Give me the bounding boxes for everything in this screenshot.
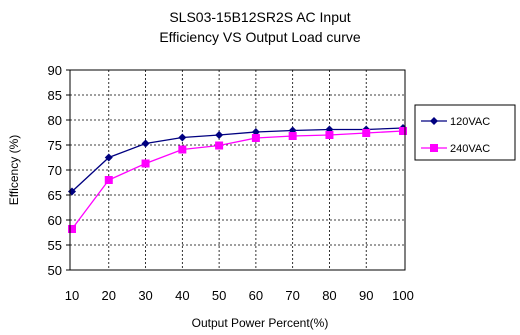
legend-item-240vac: 240VAC <box>421 143 490 155</box>
chart-title-line-2: Efficiency VS Output Load curve <box>159 29 361 45</box>
x-tick-label: 100 <box>392 288 414 303</box>
plot-border <box>69 69 406 271</box>
data-point <box>215 131 224 139</box>
data-point <box>288 132 297 140</box>
y-tick-label: 80 <box>48 113 62 128</box>
x-tick-label: 60 <box>249 288 263 303</box>
series-line <box>71 130 404 230</box>
data-point <box>68 225 76 233</box>
data-point <box>215 141 224 150</box>
y-tick-label: 85 <box>48 88 62 103</box>
y-tick-label: 75 <box>48 138 62 153</box>
series-line <box>71 127 404 192</box>
data-point <box>178 145 187 154</box>
x-tick-label: 20 <box>102 288 116 303</box>
y-tick-label: 70 <box>48 163 62 178</box>
data-point <box>104 176 113 184</box>
chart-title-line-1: SLS03-15B12SR2S AC Input <box>169 9 350 25</box>
legend-label: 240VAC <box>450 143 490 155</box>
legend-box <box>414 104 516 161</box>
y-tick-label: 65 <box>48 188 62 203</box>
series-120vac <box>68 124 407 196</box>
data-point <box>141 139 150 148</box>
data-point <box>251 134 260 142</box>
x-tick-label: 80 <box>322 288 336 303</box>
gridlines <box>70 70 405 270</box>
x-axis-title: Output Power Percent(%) <box>192 316 329 330</box>
y-tick-label: 50 <box>48 263 62 278</box>
data-point <box>325 131 334 139</box>
data-point <box>362 129 371 137</box>
legend-item-120vac: 120VAC <box>421 116 490 128</box>
legend: 120VAC 240VAC <box>421 116 490 155</box>
legend-marker <box>430 117 438 125</box>
data-point <box>399 127 407 135</box>
data-point <box>178 133 187 142</box>
y-axis-ticks: 50 55 60 65 70 75 80 85 90 <box>48 63 70 278</box>
plot-area <box>70 70 405 270</box>
legend-label: 120VAC <box>450 116 490 128</box>
x-axis-ticks: 10 20 30 40 50 60 70 80 90 100 <box>65 288 414 303</box>
y-tick-label: 55 <box>48 238 62 253</box>
y-tick-label: 90 <box>48 63 62 78</box>
x-tick-label: 10 <box>65 288 79 303</box>
data-point <box>141 159 150 168</box>
y-tick-label: 60 <box>48 213 62 228</box>
series-240vac <box>68 127 407 233</box>
legend-marker <box>430 144 438 152</box>
x-tick-label: 90 <box>359 288 373 303</box>
x-tick-label: 40 <box>175 288 189 303</box>
x-tick-label: 50 <box>212 288 226 303</box>
series-group <box>68 124 407 233</box>
data-point <box>104 153 113 162</box>
y-axis-title: Efficency (%) <box>7 135 21 205</box>
x-tick-label: 70 <box>285 288 299 303</box>
x-tick-label: 30 <box>138 288 152 303</box>
